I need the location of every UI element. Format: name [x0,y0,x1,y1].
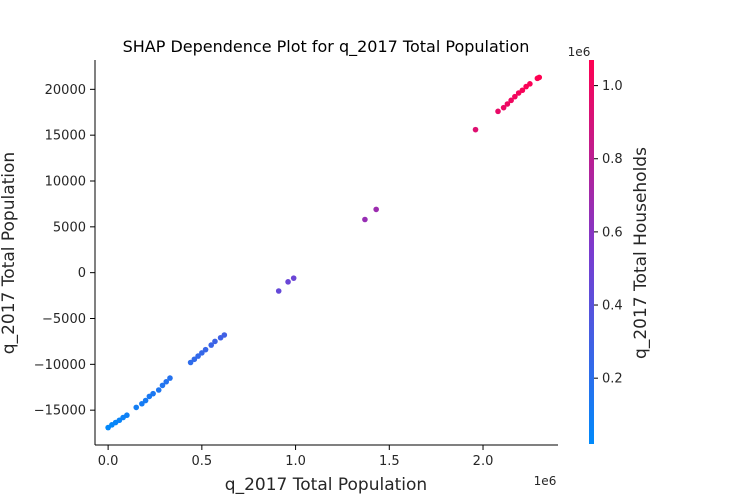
x-ticks: 0.0 0.5 1.0 1.5 2.0 [98,445,494,469]
x-tick-label: 0.0 [98,454,119,469]
plot-area: 0.0 0.5 1.0 1.5 2.0 −15000 −10000 −5000 0 5000 10… [34,60,558,469]
data-point [155,387,162,393]
data-points [105,74,543,431]
data-point [495,108,501,115]
data-point [191,356,198,363]
data-point [187,359,194,366]
y-tick-label: 0 [78,266,86,281]
data-point [199,350,205,356]
data-point [221,332,228,338]
data-point [519,87,526,94]
colorbar-ticks: 0.2 0.4 0.6 0.8 1.0 [594,79,623,387]
colorbar: 0.2 0.4 0.6 0.8 1.0 1e6 q_2017 Total Househo… [568,45,651,444]
colorbar-tick-label: 0.2 [602,372,623,387]
data-point [275,288,282,294]
y-tick-label: −5000 [42,312,86,327]
x-tick-label: 0.5 [192,454,213,469]
data-point [290,275,297,281]
data-point [142,397,149,404]
data-point [139,400,145,407]
y-tick-label: 5000 [53,220,86,235]
colorbar-tick-label: 0.8 [602,152,623,167]
data-point [133,404,140,411]
y-tick-label: −10000 [34,358,86,373]
data-point [508,97,514,104]
y-tick-label: 10000 [45,175,86,190]
x-tick-label: 2.0 [473,454,494,469]
data-point [362,216,368,223]
data-point [512,93,518,100]
data-point [167,375,173,381]
data-point [536,74,543,81]
data-point [500,104,507,111]
data-point [159,382,166,389]
data-point [373,206,379,213]
data-point [472,126,479,133]
y-tick-label: 15000 [45,129,86,144]
colorbar-label: q_2017 Total Households [631,147,651,359]
data-point [163,378,170,385]
y-axis-label: q_2017 Total Population [0,152,19,354]
data-point [527,81,533,87]
x-axis-label: q_2017 Total Population [225,475,427,495]
colorbar-offset-label: 1e6 [568,45,591,59]
y-tick-label: −15000 [34,404,86,419]
colorbar-gradient [589,60,594,444]
x-tick-label: 1.0 [285,454,306,469]
y-tick-label: 20000 [45,83,86,98]
data-point [150,390,156,397]
colorbar-tick-label: 1.0 [602,79,623,94]
data-point [124,412,130,419]
data-point [195,353,201,359]
data-point [212,338,218,345]
data-point [208,342,215,348]
x-offset-label: 1e6 [534,474,557,488]
colorbar-tick-label: 0.6 [602,225,623,240]
x-tick-label: 1.5 [379,454,400,469]
chart-title: SHAP Dependence Plot for q_2017 Total Po… [123,37,530,57]
data-point [285,279,291,285]
data-point [504,101,511,107]
colorbar-tick-label: 0.4 [602,299,623,314]
y-ticks: −15000 −10000 −5000 0 5000 10000 15000 20000 [34,83,95,419]
data-point [202,346,209,353]
